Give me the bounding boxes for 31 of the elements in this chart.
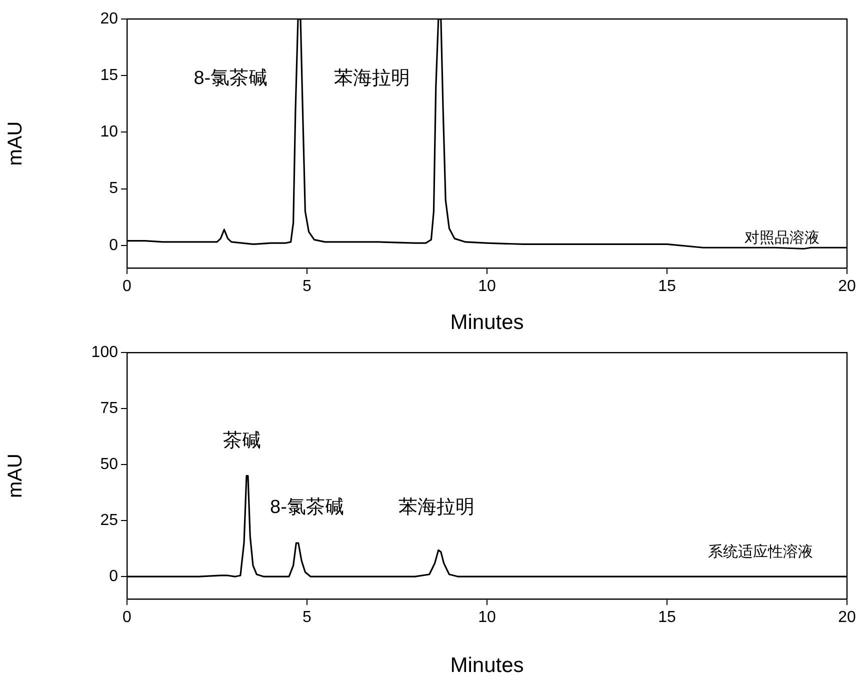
y-tick-label: 75 — [100, 400, 118, 418]
y-axis-title: mAU — [4, 454, 27, 498]
annotation: 对照品溶液 — [744, 229, 820, 246]
annotation: 苯海拉明 — [398, 497, 475, 518]
y-tick-label: 5 — [109, 180, 118, 198]
x-tick-label: 20 — [838, 609, 856, 626]
annotation: 系统适应性溶液 — [708, 543, 814, 560]
annotation: 茶碱 — [223, 430, 262, 452]
annotation: 8-氯茶碱 — [270, 497, 344, 518]
annotation: 8-氯茶碱 — [194, 68, 268, 89]
y-tick-label: 20 — [100, 10, 118, 28]
x-tick-label: 10 — [478, 278, 496, 296]
x-axis-title: Minutes — [450, 311, 524, 334]
y-tick-label: 0 — [109, 236, 118, 254]
x-tick-label: 15 — [658, 609, 676, 626]
y-tick-label: 100 — [91, 344, 118, 362]
x-axis-title: Minutes — [450, 654, 524, 678]
y-tick-label: 15 — [100, 66, 118, 84]
x-tick-label: 10 — [478, 609, 496, 626]
x-tick-label: 5 — [302, 278, 312, 296]
y-tick-label: 10 — [100, 124, 118, 141]
y-tick-label: 50 — [100, 456, 118, 474]
x-tick-label: 0 — [122, 609, 132, 626]
x-tick-label: 5 — [302, 609, 312, 626]
y-tick-label: 0 — [109, 568, 118, 586]
y-axis-title: mAU — [4, 121, 27, 166]
x-tick-label: 15 — [658, 278, 676, 296]
y-tick-label: 25 — [100, 512, 118, 530]
x-tick-label: 20 — [838, 278, 856, 296]
x-tick-label: 0 — [122, 278, 132, 296]
annotation: 苯海拉明 — [334, 68, 410, 89]
